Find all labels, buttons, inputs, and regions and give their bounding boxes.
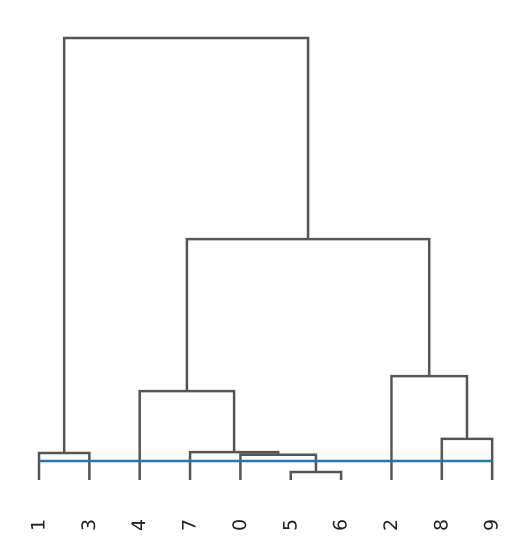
leaf-label: 5 [279, 519, 301, 531]
leaf-label: 3 [78, 519, 100, 531]
link [138, 389, 236, 480]
link [239, 453, 318, 480]
link [390, 374, 469, 480]
leaf-label: 2 [380, 519, 402, 531]
leaf-label: 9 [481, 519, 503, 531]
link [185, 237, 431, 392]
link [62, 36, 310, 454]
leaf-label: 0 [229, 519, 251, 531]
link [37, 451, 91, 480]
leaf-label: 7 [179, 519, 201, 531]
leaf-label: 4 [128, 519, 150, 531]
leaf-label: 8 [430, 519, 452, 531]
link [188, 450, 280, 480]
link [289, 470, 343, 480]
leaf-label: 6 [330, 519, 352, 531]
leaf-label: 1 [28, 519, 50, 531]
link [440, 437, 494, 480]
